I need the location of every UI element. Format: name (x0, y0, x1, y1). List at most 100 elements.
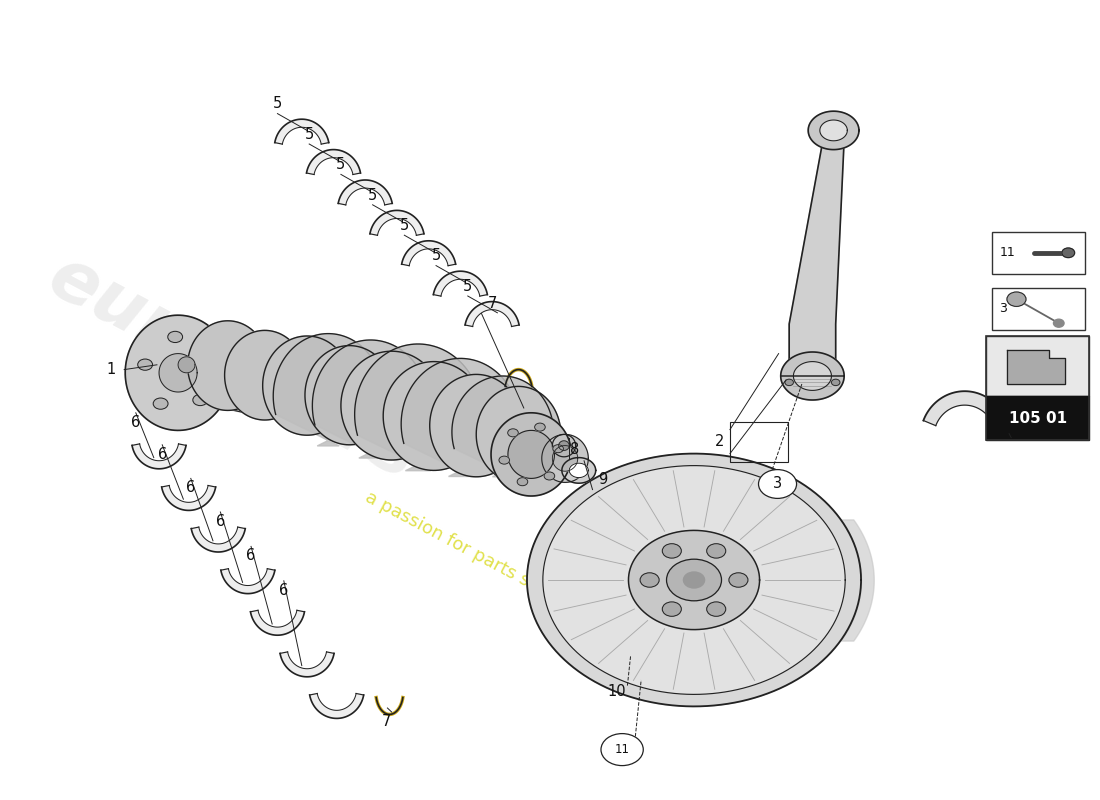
Text: 1: 1 (107, 362, 117, 377)
Text: 8: 8 (570, 442, 580, 457)
Polygon shape (570, 463, 589, 478)
Polygon shape (433, 271, 487, 296)
Polygon shape (542, 434, 588, 482)
Circle shape (759, 470, 796, 498)
Text: 2: 2 (715, 434, 724, 449)
Polygon shape (132, 444, 186, 469)
Text: 6: 6 (246, 549, 255, 563)
Circle shape (508, 429, 518, 437)
Circle shape (662, 602, 681, 616)
Polygon shape (251, 610, 305, 635)
Polygon shape (793, 362, 832, 390)
Polygon shape (275, 119, 329, 144)
Text: 5: 5 (399, 218, 409, 233)
Text: 5: 5 (305, 127, 314, 142)
Circle shape (729, 573, 748, 587)
Bar (986, 396, 1089, 440)
Polygon shape (542, 466, 845, 694)
Polygon shape (263, 336, 352, 435)
Polygon shape (559, 441, 570, 450)
Polygon shape (178, 357, 195, 373)
Polygon shape (452, 376, 553, 477)
Circle shape (706, 602, 726, 616)
Polygon shape (307, 150, 361, 174)
Circle shape (499, 456, 509, 464)
Polygon shape (160, 354, 197, 392)
Text: 5: 5 (337, 158, 345, 172)
Text: 6: 6 (279, 583, 288, 598)
Polygon shape (562, 458, 596, 483)
Polygon shape (341, 351, 442, 460)
Text: eurospars: eurospars (37, 242, 429, 494)
Polygon shape (402, 241, 455, 266)
Bar (986, 336, 1089, 440)
Circle shape (192, 394, 208, 406)
Circle shape (544, 472, 554, 480)
Polygon shape (527, 454, 861, 706)
Polygon shape (188, 321, 268, 410)
Text: 3: 3 (1000, 302, 1008, 315)
Circle shape (535, 423, 546, 431)
Circle shape (1054, 319, 1064, 327)
Text: a passion for parts since 1985: a passion for parts since 1985 (362, 488, 612, 632)
Circle shape (1062, 248, 1075, 258)
Text: 105 01: 105 01 (1009, 410, 1067, 426)
Polygon shape (273, 334, 383, 446)
Text: 11: 11 (1000, 246, 1015, 259)
Polygon shape (923, 391, 1006, 426)
Text: 3: 3 (773, 477, 782, 491)
Polygon shape (162, 486, 216, 510)
Circle shape (553, 445, 563, 453)
Circle shape (201, 353, 217, 364)
Polygon shape (430, 374, 522, 477)
Polygon shape (402, 358, 519, 477)
Polygon shape (221, 569, 275, 594)
Circle shape (683, 572, 705, 588)
Text: 10: 10 (607, 685, 626, 699)
Polygon shape (820, 120, 847, 141)
Circle shape (168, 331, 183, 342)
Polygon shape (552, 434, 575, 457)
Circle shape (601, 734, 643, 766)
Circle shape (138, 359, 153, 370)
Polygon shape (552, 446, 578, 471)
Circle shape (706, 544, 726, 558)
Text: 6: 6 (157, 447, 167, 462)
Circle shape (667, 559, 722, 601)
Bar (986, 336, 1089, 396)
Circle shape (517, 478, 528, 486)
Text: 4: 4 (1023, 426, 1033, 441)
Polygon shape (310, 694, 364, 718)
Polygon shape (508, 430, 554, 478)
Text: 6: 6 (131, 415, 141, 430)
Text: 6: 6 (216, 514, 225, 529)
Text: 5: 5 (273, 97, 282, 111)
Polygon shape (280, 652, 334, 677)
Circle shape (832, 379, 840, 386)
Circle shape (1006, 292, 1026, 306)
Polygon shape (789, 140, 844, 384)
Polygon shape (338, 180, 393, 205)
Polygon shape (476, 386, 561, 482)
Polygon shape (305, 346, 394, 445)
Text: 5: 5 (431, 249, 441, 263)
Circle shape (153, 398, 168, 410)
Polygon shape (354, 344, 482, 470)
Circle shape (785, 379, 793, 386)
Polygon shape (383, 362, 485, 470)
Text: 7: 7 (487, 297, 497, 311)
Polygon shape (491, 413, 571, 496)
Bar (992, 232, 1086, 274)
Polygon shape (224, 330, 305, 420)
Polygon shape (1006, 350, 1065, 384)
Text: 9: 9 (598, 473, 607, 487)
Polygon shape (312, 340, 429, 458)
Circle shape (662, 544, 681, 558)
Polygon shape (125, 315, 231, 430)
Polygon shape (465, 302, 519, 326)
Bar (992, 288, 1086, 330)
Polygon shape (628, 530, 760, 630)
Polygon shape (781, 352, 844, 400)
Circle shape (640, 573, 659, 587)
Text: 7: 7 (382, 714, 390, 729)
